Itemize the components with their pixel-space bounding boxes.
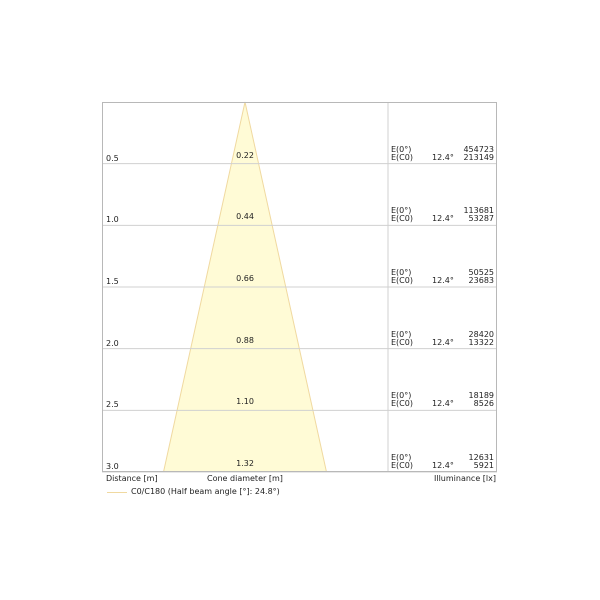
legend-label: C0/C180 (Half beam angle [°]: 24.8°) [131,487,280,496]
half-angle-value: 12.4° [432,276,454,285]
cone-diameter-value: 0.44 [236,212,254,222]
distance-axis-label: Distance [m] [106,474,158,483]
cone-diameter-value: 1.10 [236,397,254,407]
ec0-value: 23683 [468,276,494,285]
half-angle-value: 12.4° [432,152,454,162]
half-angle-value: 12.4° [432,399,454,409]
e0-value: 28420 [468,329,494,339]
e0-value: 454723 [463,144,494,154]
cone-diameter-value: 0.88 [236,335,254,345]
e0-label: E(0°) [391,144,412,154]
ec0-label: E(C0) [391,337,413,347]
illuminance-label: Illuminance [lx] [434,474,496,483]
ec0-value: 13322 [468,337,494,347]
e0-value: 50525 [468,268,494,277]
distance-value: 3.0 [106,462,119,471]
distance-value: 1.5 [106,277,119,286]
cone-diameter-value: 1.32 [236,459,254,468]
distance-value: 2.5 [106,400,119,410]
e0-value: 113681 [463,206,494,216]
half-angle-value: 12.4° [432,461,454,470]
e0-label: E(0°) [391,453,412,462]
e0-label: E(0°) [391,268,412,277]
ec0-label: E(C0) [391,276,413,285]
legend-line-icon [107,492,127,493]
diagram-frame [102,102,497,472]
cone-diameter-label: Cone diameter [m] [207,474,283,483]
ec0-value: 213149 [463,152,494,162]
e0-value: 12631 [468,453,494,462]
e0-label: E(0°) [391,206,412,216]
ec0-value: 5921 [473,461,494,470]
distance-value: 0.5 [106,153,119,163]
ec0-label: E(C0) [391,152,413,162]
distance-value: 1.0 [106,215,119,225]
e0-label: E(0°) [391,329,412,339]
e0-label: E(0°) [391,391,412,401]
ec0-value: 53287 [468,214,494,224]
cone-diameter-value: 0.66 [236,274,254,283]
cone-diameter-value: 0.22 [236,150,254,160]
distance-value: 2.0 [106,338,119,348]
ec0-value: 8526 [473,399,494,409]
e0-value: 18189 [468,391,494,401]
ec0-label: E(C0) [391,214,413,224]
ec0-label: E(C0) [391,461,413,470]
half-angle-value: 12.4° [432,214,454,224]
ec0-label: E(C0) [391,399,413,409]
half-angle-value: 12.4° [432,337,454,347]
